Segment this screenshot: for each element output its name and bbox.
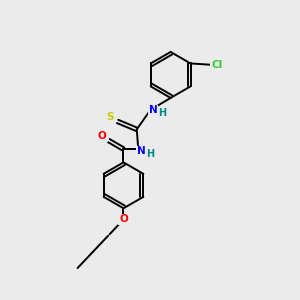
Text: N: N bbox=[137, 146, 146, 157]
Text: H: H bbox=[146, 149, 155, 159]
Text: O: O bbox=[119, 214, 128, 224]
Text: S: S bbox=[106, 112, 114, 122]
Text: O: O bbox=[98, 131, 107, 142]
Text: N: N bbox=[148, 105, 157, 115]
Text: Cl: Cl bbox=[211, 60, 222, 70]
Text: H: H bbox=[158, 108, 166, 118]
